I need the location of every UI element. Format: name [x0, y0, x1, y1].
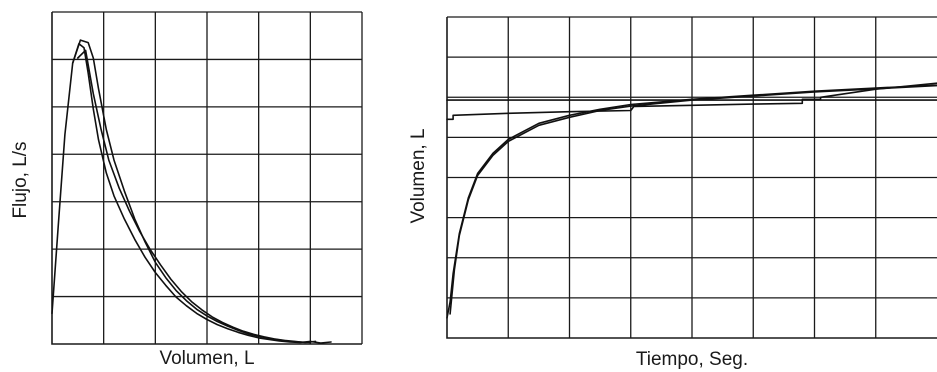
flow-volume-series-1: [51, 42, 332, 344]
flow-volume-y-axis-label: Flujo, L/s: [10, 141, 31, 218]
volume-time-series-2: [449, 84, 937, 315]
volume-time-series-group: [446, 82, 937, 319]
flow-volume-grid: [52, 11, 363, 344]
volume-time-series-3: [446, 82, 937, 121]
volume-time-x-axis-label: Tiempo, Seg.: [636, 349, 748, 370]
volume-time-chart: Tiempo, Seg. Volumen, L: [408, 16, 937, 370]
flow-volume-series-group: [51, 39, 332, 344]
flow-volume-chart: Volumen, L Flujo, L/s: [10, 11, 363, 369]
volume-time-y-axis-label: Volumen, L: [408, 128, 429, 223]
flow-volume-x-axis-label: Volumen, L: [159, 348, 254, 369]
volume-time-grid: [447, 16, 937, 338]
flow-volume-axes: [51, 12, 362, 345]
flow-volume-series-3: [77, 49, 317, 344]
volume-time-axes: [446, 17, 937, 339]
